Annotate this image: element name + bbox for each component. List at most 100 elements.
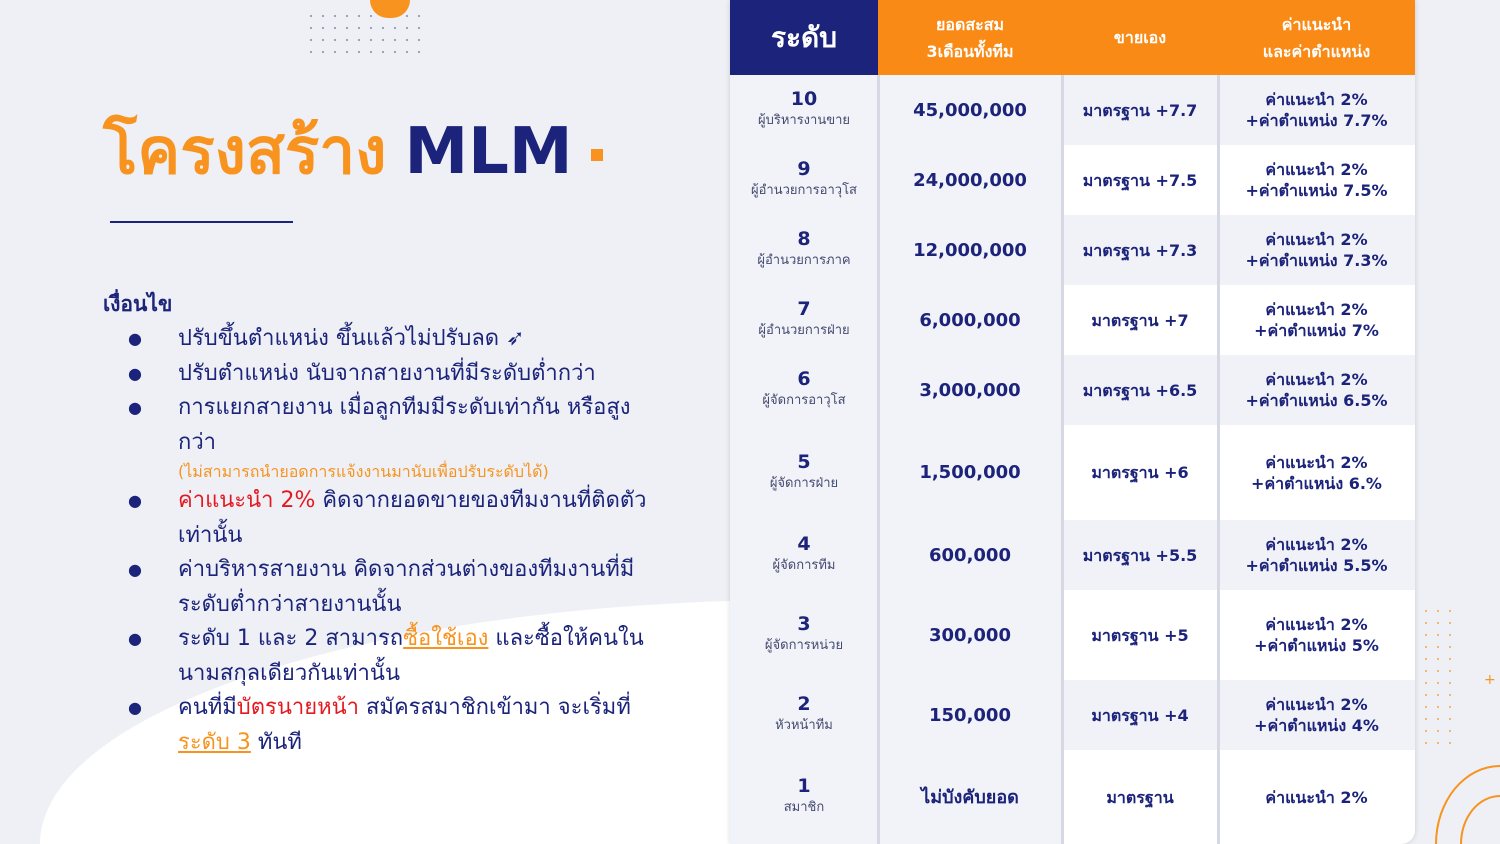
- level-number: 9: [797, 158, 811, 180]
- column-divider: [877, 75, 880, 844]
- self-cell: มาตรฐาน +6: [1091, 463, 1189, 482]
- self-cell: มาตรฐาน +7.7: [1082, 100, 1198, 120]
- comm-cell: ค่าแนะนำ 2% +ค่าตำแหน่ง 7.3%: [1245, 230, 1388, 270]
- condition-text: ทันที: [250, 729, 302, 755]
- condition-text: บัตรนายหน้า: [236, 695, 360, 720]
- row-background: [1218, 285, 1415, 355]
- page-title: โครงสร้าง MLM: [103, 100, 603, 202]
- row-background: [1218, 355, 1415, 425]
- level-name: ผู้จัดการทีม: [772, 558, 836, 573]
- level-number: 4: [797, 533, 811, 555]
- comm-cell: ค่าแนะนำ 2% +ค่าตำแหน่ง 7.5%: [1245, 160, 1388, 200]
- sales-cell: ไม่บังคับยอด: [921, 786, 1019, 808]
- level-number: 1: [797, 775, 811, 797]
- level-name: ผู้จัดการอาวุโส: [762, 393, 846, 408]
- level-name: ผู้บริหารงานขาย: [757, 113, 851, 128]
- plus-decoration: +: [1484, 672, 1496, 688]
- comm-cell: ค่าแนะนำ 2% +ค่าตำแหน่ง 5%: [1254, 615, 1379, 655]
- sales-cell: 150,000: [929, 704, 1011, 726]
- row-background: [1062, 285, 1218, 355]
- level-cell: 7 ผู้อำนวยการฝ่าย: [730, 285, 878, 355]
- header-3: ค่าแนะนำ และค่าตำแหน่ง: [1218, 0, 1415, 75]
- row-background: [1218, 75, 1415, 145]
- sales-cell: 45,000,000: [913, 99, 1027, 121]
- title-square-decoration: [590, 149, 603, 162]
- level-cell: 2 หัวหน้าทีม: [730, 680, 878, 750]
- self-cell: มาตรฐาน +5.5: [1082, 545, 1198, 565]
- self-cell: มาตรฐาน +7.3: [1082, 240, 1198, 260]
- sales-cell: 6,000,000: [919, 309, 1021, 331]
- level-number: 6: [797, 368, 811, 390]
- column-divider: [1217, 75, 1220, 844]
- comm-cell: ค่าแนะนำ 2% +ค่าตำแหน่ง 7%: [1254, 300, 1379, 340]
- comm-cell: ค่าแนะนำ 2%: [1265, 787, 1368, 807]
- row-background: [1062, 145, 1218, 215]
- level-table: ระดับ ยอดสะสม 3เดือนทั้งทีม ขายเอง ค่าแนะนำ…: [730, 0, 1415, 844]
- level-cell: 5 ผู้จัดการฝ่าย: [730, 425, 878, 520]
- condition-text: ปรับขึ้นตำแหน่ง ขึ้นแล้วไม่ปรับลด ➶: [178, 326, 525, 351]
- sales-cell: 600,000: [929, 544, 1011, 566]
- title-divider: [110, 221, 293, 223]
- level-cell: 6 ผู้จัดการอาวุโส: [730, 355, 878, 425]
- sales-cell: 1,500,000: [919, 462, 1021, 483]
- condition-item: ระดับ 1 และ 2 สามารถซื้อใช้เอง และซื้อให…: [128, 622, 648, 691]
- row-background: [1062, 520, 1218, 590]
- comm-cell: ค่าแนะนำ 2% +ค่าตำแหน่ง 6.%: [1251, 452, 1382, 493]
- header-1: ยอดสะสม 3เดือนทั้งทีม: [878, 0, 1062, 75]
- comm-cell: ค่าแนะนำ 2% +ค่าตำแหน่ง 4%: [1254, 695, 1379, 735]
- row-background: [1218, 425, 1415, 520]
- row-background: [1218, 520, 1415, 590]
- self-cell: มาตรฐาน +7.5: [1082, 170, 1198, 190]
- condition-item: ปรับตำแหน่ง นับจากสายงานที่มีระดับต่ำกว่…: [128, 357, 648, 392]
- level-name: ผู้จัดการฝ่าย: [769, 475, 839, 491]
- level-number: 7: [797, 298, 811, 320]
- condition-text: ระดับ 1 และ 2 สามารถ: [178, 626, 404, 651]
- condition-text: คนที่มี: [178, 695, 237, 720]
- self-cell: มาตรฐาน +7: [1091, 310, 1189, 330]
- level-number: 8: [797, 228, 811, 250]
- condition-item: ค่าบริหารสายงาน คิดจากส่วนต่างของทีมงานท…: [128, 553, 648, 622]
- row-background: [1218, 750, 1415, 844]
- level-name: ผู้จัดการหน่วย: [764, 638, 844, 653]
- header-0: ระดับ: [730, 0, 878, 75]
- row-background: [1218, 590, 1415, 680]
- header-2: ขายเอง: [1062, 0, 1218, 75]
- conditions-list: ปรับขึ้นตำแหน่ง ขึ้นแล้วไม่ปรับลด ➶ ปรับต…: [128, 322, 648, 760]
- sales-cell: 24,000,000: [913, 169, 1027, 191]
- row-background: [1218, 145, 1415, 215]
- condition-text: ซื้อใช้เอง: [403, 626, 489, 651]
- self-cell: มาตรฐาน +5: [1091, 625, 1189, 645]
- condition-text: คิดจากยอดขายของทีมงานที่ติดตัวเท่านั้น: [178, 488, 647, 548]
- orange-circle-decoration: [370, 0, 410, 18]
- sales-cell: 300,000: [929, 624, 1011, 646]
- level-name: หัวหน้าทีม: [775, 718, 833, 733]
- self-cell: มาตรฐาน +6.5: [1082, 380, 1198, 400]
- level-number: 5: [797, 450, 811, 473]
- conditions-heading: เงื่อนไข: [103, 292, 173, 316]
- level-cell: 10 ผู้บริหารงานขาย: [730, 75, 878, 145]
- sales-cell: 12,000,000: [913, 239, 1027, 261]
- condition-text: ค่าแนะนำ 2%: [178, 488, 316, 513]
- condition-item: คนที่มีบัตรนายหน้า สมัครสมาชิกเข้ามา จะเ…: [128, 691, 648, 760]
- condition-text: (ไม่สามารถนำยอดการแจ้งงานมานับเพื่อปรับร…: [178, 462, 549, 481]
- level-cell: 3 ผู้จัดการหน่วย: [730, 590, 878, 680]
- row-background: [1062, 425, 1218, 520]
- level-name: ผู้อำนวยการภาค: [757, 253, 851, 268]
- row-background: [1062, 75, 1218, 145]
- level-name: ผู้อำนวยการฝ่าย: [758, 323, 850, 338]
- level-number: 2: [797, 693, 811, 715]
- self-cell: มาตรฐาน +4: [1091, 705, 1189, 725]
- dot-grid-decoration-right: [1420, 605, 1460, 750]
- level-cell: 1 สมาชิก: [730, 750, 878, 844]
- row-background: [1062, 355, 1218, 425]
- condition-text: สมัครสมาชิกเข้ามา จะเริ่มที่: [359, 695, 631, 720]
- row-background: [1062, 590, 1218, 680]
- condition-item: การแยกสายงาน เมื่อลูกทีมมีระดับเท่ากัน ห…: [128, 391, 648, 484]
- condition-text: การแยกสายงาน เมื่อลูกทีมมีระดับเท่ากัน ห…: [178, 395, 631, 455]
- condition-text: และซื้อให้คนในนามสกุลเดียวกันเท่านั้น: [178, 626, 644, 686]
- level-name: ผู้อำนวยการอาวุโส: [750, 183, 857, 198]
- self-cell: มาตรฐาน: [1106, 787, 1174, 807]
- comm-cell: ค่าแนะนำ 2% +ค่าตำแหน่ง 6.5%: [1245, 370, 1388, 410]
- title-thai: โครงสร้าง: [103, 115, 387, 189]
- level-name: สมาชิก: [783, 800, 825, 815]
